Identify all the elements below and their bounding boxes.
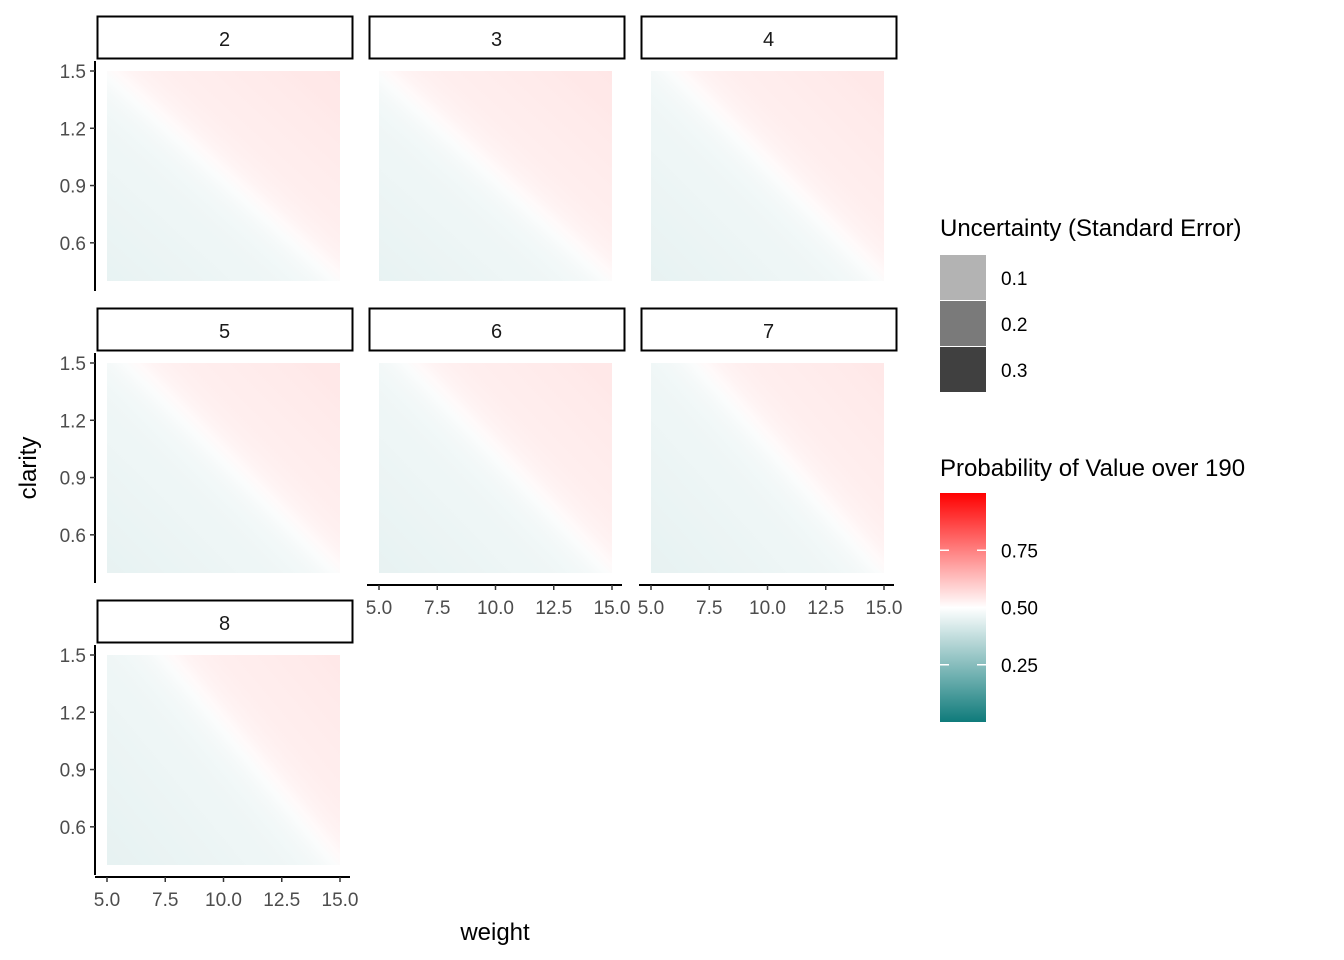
uncertainty-legend: Uncertainty (Standard Error) 0.1 0.2 0.3 [940, 215, 1241, 392]
x-tick-label: 15.0 [866, 598, 903, 619]
uncertainty-label: 0.1 [1001, 269, 1027, 290]
facet-strip [368, 307, 626, 352]
facet-strip [96, 15, 354, 60]
facet-strip [640, 307, 898, 352]
facet-panel: 2 0.6 0.9 1.2 1.5 [60, 15, 354, 291]
y-tick-label: 1.5 [60, 62, 86, 83]
facet-strip [96, 307, 354, 352]
x-tick-label: 10.0 [205, 890, 242, 911]
heatmap-tile [651, 71, 884, 281]
uncertainty-label: 0.3 [1001, 361, 1027, 382]
facet-strip-label: 2 [219, 29, 230, 51]
y-tick-label: 0.6 [60, 818, 86, 839]
facet-strip [96, 599, 354, 644]
x-tick-label: 7.5 [696, 598, 722, 619]
uncertainty-label: 0.2 [1001, 315, 1027, 336]
y-tick-label: 0.9 [60, 761, 86, 782]
y-tick-label: 0.6 [60, 526, 86, 547]
facet-strip [368, 15, 626, 60]
x-tick-label: 12.5 [263, 890, 300, 911]
facet-panel: 3 [368, 15, 626, 281]
y-tick-label: 1.5 [60, 646, 86, 667]
heatmap-tile [107, 655, 340, 865]
facet-strip-label: 4 [763, 29, 774, 51]
probability-legend-title: Probability of Value over 190 [940, 455, 1245, 482]
y-axis-title: clarity [15, 437, 42, 500]
x-tick-label: 15.0 [594, 598, 631, 619]
y-tick-label: 1.2 [60, 119, 86, 140]
y-tick-label: 0.9 [60, 469, 86, 490]
facet-panel: 5 0.6 0.9 1.2 1.5 [60, 307, 354, 583]
x-tick-label: 15.0 [322, 890, 359, 911]
x-tick-label: 12.5 [535, 598, 572, 619]
x-tick-label: 5.0 [366, 598, 392, 619]
facet-strip-label: 7 [763, 321, 774, 343]
y-tick-label: 1.2 [60, 411, 86, 432]
facet-panel: 4 [640, 15, 898, 281]
y-tick-label: 1.2 [60, 703, 86, 724]
facet-panels: 2 0.6 0.9 1.2 1.5 3 4 5 0.6 0.9 1.2 1.5 6 5.0 7.5 10.0 1… [60, 15, 903, 911]
y-tick-label: 0.6 [60, 234, 86, 255]
uncertainty-swatch [940, 347, 986, 392]
facet-panel: 7 5.0 7.5 10.0 12.5 15.0 [638, 307, 903, 619]
facet-panel: 6 5.0 7.5 10.0 12.5 15.0 [366, 307, 631, 619]
heatmap-tile [379, 71, 612, 281]
heatmap-tile [379, 363, 612, 573]
x-tick-label: 5.0 [94, 890, 120, 911]
x-tick-label: 10.0 [749, 598, 786, 619]
x-tick-label: 5.0 [638, 598, 664, 619]
colorbar-label: 0.50 [1001, 599, 1038, 620]
facet-strip-label: 6 [491, 321, 502, 343]
heatmap-tile [651, 363, 884, 573]
colorbar-label: 0.25 [1001, 656, 1038, 677]
facet-strip-label: 5 [219, 321, 230, 343]
facet-panel: 8 0.6 0.9 1.2 1.5 5.0 7.5 10.0 12.5 15.0 [60, 599, 359, 911]
heatmap-tile [107, 71, 340, 281]
y-tick-label: 1.5 [60, 354, 86, 375]
x-tick-label: 10.0 [477, 598, 514, 619]
uncertainty-legend-title: Uncertainty (Standard Error) [940, 215, 1241, 242]
x-axis-title: weight [459, 919, 530, 946]
facet-strip [640, 15, 898, 60]
probability-legend: Probability of Value over 190 0.25 0.50 0.… [940, 455, 1245, 722]
x-tick-label: 7.5 [424, 598, 450, 619]
colorbar-label: 0.75 [1001, 541, 1038, 562]
uncertainty-swatch [940, 255, 986, 300]
x-tick-label: 7.5 [152, 890, 178, 911]
heatmap-tile [107, 363, 340, 573]
facet-strip-label: 3 [491, 29, 502, 51]
facet-strip-label: 8 [219, 613, 230, 635]
uncertainty-swatch [940, 301, 986, 346]
x-tick-label: 12.5 [807, 598, 844, 619]
y-tick-label: 0.9 [60, 177, 86, 198]
